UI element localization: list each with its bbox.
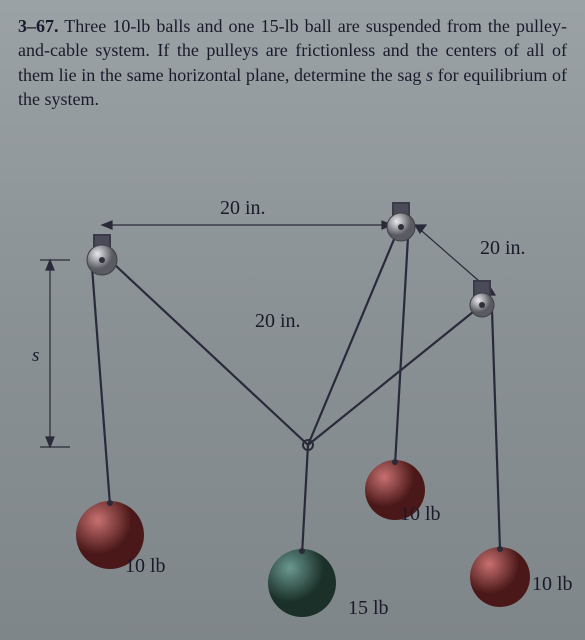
weight-2: 10 lb: [400, 503, 441, 526]
weight-3: 10 lb: [532, 573, 573, 596]
problem-statement: 3–67. Three 10-lb balls and one 15-lb ba…: [0, 0, 585, 119]
weight-1: 10 lb: [125, 555, 166, 578]
problem-number: 3–67.: [18, 16, 59, 36]
sag-variable: s: [426, 65, 433, 85]
figure: 20 in. 20 in. 20 in. s 10 lb 10 lb 10 lb…: [0, 175, 585, 635]
dim-top: 20 in.: [220, 197, 266, 220]
dim-right: 20 in.: [480, 237, 526, 260]
s-label: s: [32, 345, 39, 367]
dim-inner: 20 in.: [255, 310, 301, 333]
weight-4: 15 lb: [348, 597, 389, 620]
